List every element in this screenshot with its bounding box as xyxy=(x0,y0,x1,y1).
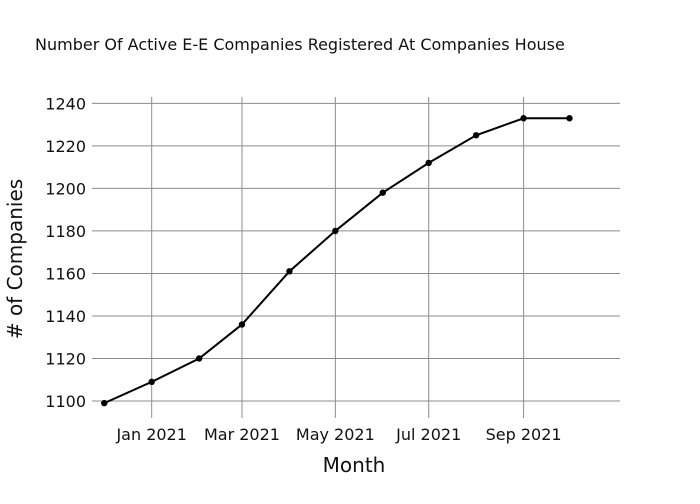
x-tick-label: Jul 2021 xyxy=(395,425,461,444)
data-point xyxy=(148,378,155,386)
y-tick-label: 1120 xyxy=(45,349,86,368)
chart-title: Number Of Active E-E Companies Registere… xyxy=(35,35,565,54)
y-axis-title: # of Companies xyxy=(3,179,27,339)
y-tick-label: 1220 xyxy=(45,137,86,156)
data-points xyxy=(101,115,573,407)
data-point xyxy=(520,115,527,122)
y-tick-label: 1100 xyxy=(45,392,86,411)
data-point xyxy=(472,132,480,139)
data-point xyxy=(425,159,432,167)
data-point xyxy=(101,399,108,407)
x-axis-title: Month xyxy=(323,453,386,477)
data-point xyxy=(566,115,573,122)
x-tick-label: Jan 2021 xyxy=(115,425,186,444)
y-tick-label: 1240 xyxy=(45,94,86,113)
y-tick-label: 1180 xyxy=(45,222,86,241)
data-point xyxy=(332,227,339,235)
y-tick-label: 1200 xyxy=(45,179,86,198)
data-point xyxy=(195,355,203,362)
data-point xyxy=(286,268,293,275)
data-point xyxy=(238,321,246,328)
y-axis-ticks: 1100 1120 1140 1160 1180 1200 1220 1240 xyxy=(45,94,86,411)
x-tick-label: May 2021 xyxy=(296,425,375,444)
y-tick-label: 1140 xyxy=(45,307,86,326)
x-axis-ticks: Jan 2021 Mar 2021 May 2021 Jul 2021 Sep 2021 xyxy=(115,425,561,444)
data-point xyxy=(379,189,386,196)
y-tick-label: 1160 xyxy=(45,264,86,283)
series-line xyxy=(103,117,570,405)
x-tick-label: Mar 2021 xyxy=(204,425,280,444)
x-tick-label: Sep 2021 xyxy=(486,425,562,444)
grid-layer xyxy=(92,97,620,418)
